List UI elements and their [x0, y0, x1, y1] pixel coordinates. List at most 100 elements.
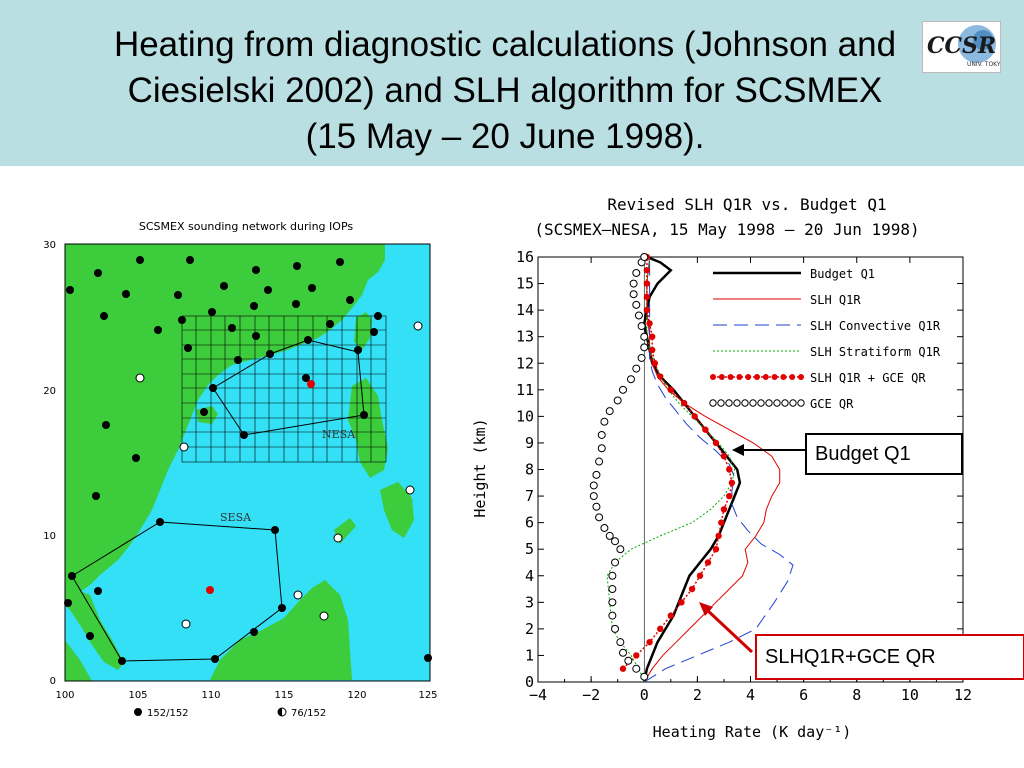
map-title: SCSMEX sounding network during IOPs	[139, 220, 354, 233]
series-point-4	[646, 638, 653, 646]
x-tick-label: 4	[746, 686, 755, 704]
callout-slh-gce: SLHQ1R+GCE QR	[755, 634, 1024, 680]
map-y-tick: 0	[50, 676, 56, 687]
slide-title: Heating from diagnostic calculations (Jo…	[40, 22, 970, 160]
x-tick-label: 2	[693, 686, 702, 704]
series-point-5	[600, 523, 609, 532]
series-point-4	[643, 293, 651, 301]
map-frame	[64, 243, 431, 682]
series-point-5	[600, 417, 609, 426]
map-y-tick: 10	[43, 531, 56, 542]
map-analysis-grid	[181, 315, 387, 463]
y-tick-label: 5	[525, 540, 534, 558]
land-asia-mainland	[65, 244, 385, 595]
series-point-5	[626, 375, 635, 384]
y-tick-label: 7	[525, 487, 534, 505]
legend-swatch-marker	[741, 399, 749, 407]
chart-svg: Revised SLH Q1R vs. Budget Q1 (SCSMEX–NE…	[471, 195, 972, 741]
series-point-4	[726, 492, 733, 500]
legend-swatch-marker	[727, 374, 734, 380]
y-tick-label: 11	[516, 381, 534, 399]
map-legend-label: 76/152	[291, 708, 326, 719]
region-label-nesa: NESA	[322, 428, 356, 441]
legend-swatch-marker	[733, 399, 741, 407]
legend-swatch-marker	[780, 374, 787, 380]
series-point-5	[616, 638, 625, 647]
series-point-4	[667, 612, 675, 619]
series-point-4	[720, 506, 728, 513]
series-point-5	[632, 268, 641, 277]
y-tick-label: 3	[525, 593, 534, 611]
x-tick-label: 10	[901, 686, 919, 704]
legend-swatch-marker	[725, 399, 733, 407]
legend-half-fill	[278, 708, 282, 716]
series-point-4	[643, 280, 651, 287]
series-point-5	[629, 279, 638, 288]
half-station-markers	[135, 321, 423, 629]
series-line-2	[644, 257, 794, 683]
land-malay-peninsula	[65, 590, 124, 670]
ccsr-logo-graphic: CCSR UNIV. TOKYO	[927, 25, 1000, 68]
series-point-4	[649, 333, 656, 340]
series-point-5	[632, 300, 641, 309]
heating-profile-chart: Revised SLH Q1R vs. Budget Q1 (SCSMEX–NE…	[455, 185, 1015, 765]
series-point-5	[613, 396, 622, 405]
y-tick-label: 14	[516, 301, 534, 319]
series-point-4	[702, 426, 709, 433]
map-legend-label: 152/152	[147, 708, 189, 719]
legend-swatch-marker	[717, 399, 725, 407]
map-y-tick: 20	[43, 386, 56, 397]
legend-swatch-marker	[762, 374, 769, 380]
series-point-5	[608, 598, 617, 607]
sounding-network-map: SCSMEX sounding network during IOPs	[0, 200, 450, 705]
x-tick-label: −4	[529, 686, 547, 704]
x-tick-label: 0	[640, 686, 649, 704]
slide-header: Heating from diagnostic calculations (Jo…	[0, 0, 1024, 166]
series-point-5	[640, 332, 649, 341]
legend-swatch-marker	[710, 374, 716, 380]
series-point-5	[640, 672, 649, 681]
legend-swatch-marker	[736, 374, 743, 380]
series-point-5	[611, 558, 620, 567]
map-x-tick: 115	[274, 690, 293, 700]
series-point-4	[726, 466, 733, 473]
series-point-5	[592, 502, 601, 511]
series-point-5	[608, 571, 617, 580]
legend-swatch-marker	[781, 399, 789, 407]
y-tick-label: 1	[525, 646, 534, 664]
station-highlight-nesa	[307, 380, 315, 388]
series-point-5	[611, 537, 620, 546]
series-point-4	[656, 625, 664, 633]
series-point-4	[704, 559, 712, 566]
series-point-5	[589, 492, 598, 501]
series-point-4	[718, 519, 725, 526]
legend-swatch-marker	[757, 399, 765, 407]
y-tick-label: 15	[516, 275, 534, 293]
legend-swatch-marker	[765, 399, 773, 407]
series-point-5	[597, 444, 606, 453]
series-point-5	[637, 322, 646, 331]
legend-swatch-marker	[745, 374, 752, 380]
legend-filled-circle-icon	[134, 708, 142, 716]
legend-label: SLH Stratiform Q1R	[810, 345, 941, 359]
legend-swatch-marker	[789, 399, 797, 407]
series-point-5	[605, 407, 614, 416]
legend-swatch-marker	[754, 374, 760, 380]
series-point-5	[592, 470, 601, 479]
legend-label: SLH Q1R + GCE QR	[810, 371, 926, 385]
y-tick-label: 6	[525, 514, 534, 532]
y-tick-label: 10	[516, 407, 534, 425]
series-point-5	[597, 430, 606, 439]
x-tick-label: 8	[852, 686, 861, 704]
map-y-tick: 30	[43, 240, 56, 251]
series-point-5	[634, 311, 643, 320]
land-sumatra	[65, 640, 92, 681]
y-tick-label: 4	[525, 567, 534, 585]
y-tick-label: 13	[516, 328, 534, 346]
legend-label: SLH Convective Q1R	[810, 319, 941, 333]
series-point-5	[629, 290, 638, 299]
x-tick-label: 6	[799, 686, 808, 704]
svg-text:UNIV. TOKYO: UNIV. TOKYO	[967, 61, 1000, 68]
series-point-5	[632, 664, 641, 673]
series-point-5	[616, 545, 625, 554]
